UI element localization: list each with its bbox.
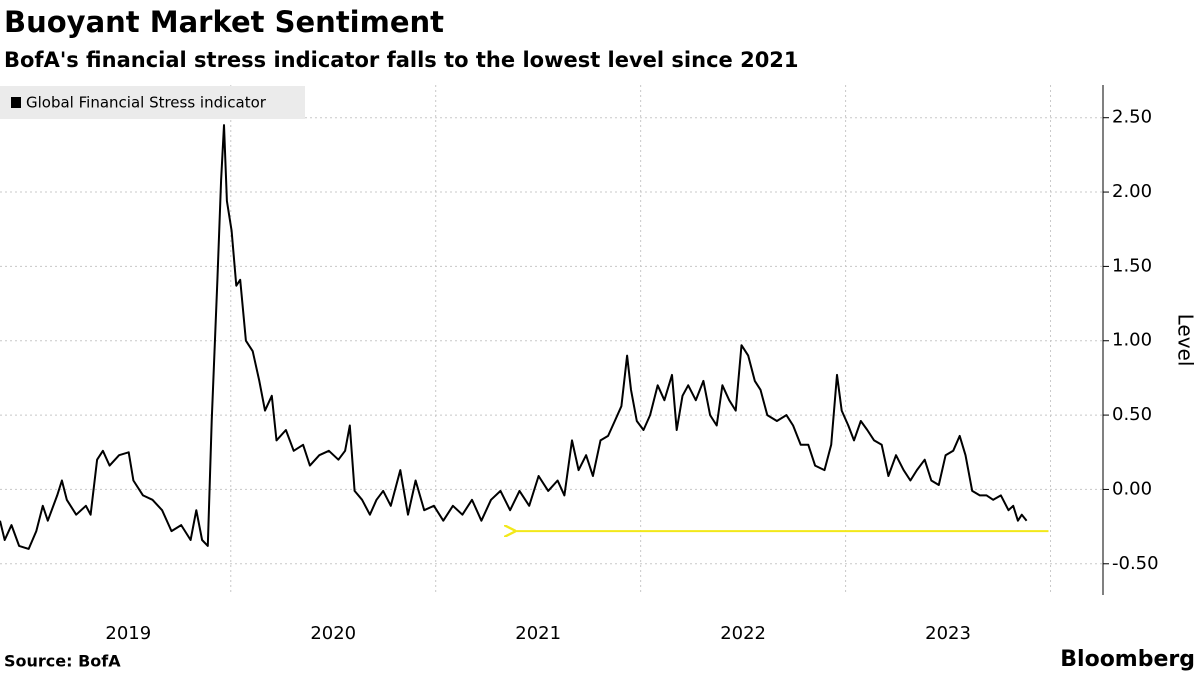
legend-label: Global Financial Stress indicator	[26, 94, 267, 112]
y-tick-label: 2.50	[1112, 107, 1152, 128]
y-tick-label: 1.00	[1112, 330, 1152, 351]
plot-area: -0.50 0.00 0.50 1.00 1.50 2.00 2.50 2019 2020 202…	[0, 85, 1159, 644]
y-tick-label: -0.50	[1112, 553, 1159, 574]
data-line	[0, 124, 1028, 550]
y-tick-label: 1.50	[1112, 255, 1152, 276]
legend-swatch	[11, 97, 21, 108]
y-tick-label: 0.00	[1112, 478, 1152, 499]
x-tick-label: 2023	[925, 623, 971, 644]
source: Source: BofA	[4, 652, 121, 671]
chart-subtitle: BofA's financial stress indicator falls …	[4, 48, 799, 72]
x-tick-label: 2021	[515, 623, 561, 644]
legend-box	[0, 86, 305, 119]
x-tick-label: 2020	[310, 623, 356, 644]
x-tick-label: 2019	[105, 623, 151, 644]
x-tick-label: 2022	[720, 623, 766, 644]
logo: Bloomberg	[1060, 647, 1195, 672]
y-tick-label: 2.00	[1112, 181, 1152, 202]
chart-title: Buoyant Market Sentiment	[4, 5, 444, 39]
y-tick-label: 0.50	[1112, 404, 1152, 425]
y-axis-title: Level	[1174, 314, 1198, 367]
